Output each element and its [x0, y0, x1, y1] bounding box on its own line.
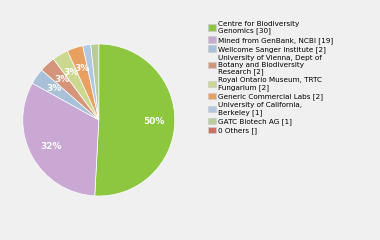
Text: 32%: 32% [40, 142, 62, 151]
Wedge shape [67, 46, 99, 120]
Legend: Centre for Biodiversity
Genomics [30], Mined from GenBank, NCBI [19], Wellcome S: Centre for Biodiversity Genomics [30], M… [207, 19, 335, 136]
Text: 3%: 3% [54, 75, 69, 84]
Wedge shape [23, 83, 99, 196]
Text: 3%: 3% [74, 64, 89, 72]
Wedge shape [41, 59, 99, 120]
Wedge shape [95, 44, 175, 196]
Wedge shape [32, 70, 99, 120]
Text: 50%: 50% [143, 117, 164, 126]
Wedge shape [54, 51, 99, 120]
Text: 3%: 3% [46, 84, 62, 93]
Wedge shape [91, 44, 99, 120]
Text: 3%: 3% [63, 68, 79, 77]
Wedge shape [83, 44, 99, 120]
